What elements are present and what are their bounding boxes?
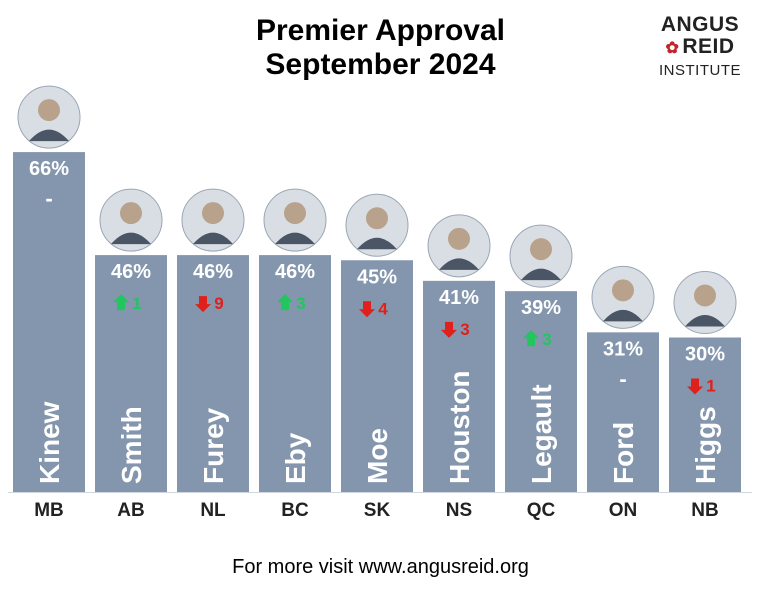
avatar-shoulders [275, 232, 315, 245]
change-label: 9 [214, 294, 223, 313]
value-label: 45% [357, 266, 397, 288]
arrow-down-icon [687, 378, 703, 395]
province-tick-label: NS [446, 500, 472, 521]
bar [587, 332, 659, 492]
avatar-head [38, 99, 60, 122]
maple-leaf-icon: ✿ [665, 40, 680, 57]
bars-layer: 66% - Kinew MB 46% 1 Smith AB 46% 9 Furey NL 46% 3 Eby… [8, 85, 752, 521]
value-label: 31% [603, 338, 643, 360]
value-label: 41% [439, 287, 479, 309]
logo-line1: ANGUS [660, 13, 740, 36]
avatar-head [284, 202, 306, 225]
chart-title-line1: Premier Approval [256, 14, 505, 47]
bar-group: 66% - Kinew MB [13, 85, 85, 521]
premier-name-label: Houston [444, 370, 475, 484]
arrow-down-icon [359, 301, 375, 318]
premier-name-label: Higgs [690, 406, 721, 484]
arrow-down-icon [195, 296, 211, 313]
bar-group: 30% 1 Higgs NB [669, 271, 741, 521]
change-label: 1 [132, 294, 141, 313]
province-tick-label: MB [34, 500, 64, 521]
province-tick-label: NL [200, 500, 226, 521]
bar-group: 46% 9 Furey NL [177, 188, 249, 521]
premier-name-label: Legault [526, 384, 557, 484]
change-label: 3 [460, 320, 469, 339]
bar [341, 260, 413, 492]
logo-line2: REID [682, 35, 735, 58]
value-label: 46% [111, 261, 151, 283]
bar [505, 291, 577, 492]
province-tick-label: ON [609, 500, 638, 521]
bar-group: 31% - Ford ON [587, 265, 659, 521]
avatar-shoulders [193, 232, 233, 245]
avatar-shoulders [29, 129, 69, 142]
value-label: 46% [193, 261, 233, 283]
bar-group: 41% 3 Houston NS [423, 214, 495, 521]
change-label: - [45, 186, 52, 211]
bar-group: 39% 3 Legault QC [505, 224, 577, 521]
avatar-shoulders [521, 268, 561, 281]
logo-line2-wrap: ✿ REID [646, 36, 754, 60]
bar [13, 152, 85, 492]
logo-line3: INSTITUTE [659, 62, 741, 79]
change-label: 3 [542, 330, 551, 349]
arrow-up-icon [113, 294, 129, 311]
angus-reid-logo: ANGUS ✿ REID INSTITUTE [646, 14, 754, 82]
chart-title: Premier Approval September 2024 [0, 14, 761, 82]
value-label: 66% [29, 158, 69, 180]
avatar-head [530, 238, 552, 261]
bar-group: 46% 1 Smith AB [95, 188, 167, 521]
chart-title-line2: September 2024 [265, 48, 496, 81]
avatar-shoulders [439, 258, 479, 270]
province-tick-label: SK [364, 500, 391, 521]
bar [423, 280, 495, 492]
arrow-down-icon [441, 321, 457, 338]
change-label: - [619, 366, 626, 391]
avatar-head [612, 279, 634, 302]
avatar-shoulders [357, 237, 397, 250]
avatar-shoulders [685, 315, 725, 327]
arrow-up-icon [523, 330, 539, 347]
avatar-head [202, 202, 224, 225]
avatar-shoulders [111, 232, 151, 245]
value-label: 39% [521, 297, 561, 319]
bar-group: 45% 4 Moe SK [341, 193, 413, 521]
premier-name-label: Ford [608, 422, 639, 484]
premier-name-label: Kinew [34, 401, 65, 484]
change-label: 4 [378, 299, 388, 318]
bar [259, 255, 331, 492]
value-label: 46% [275, 261, 315, 283]
change-label: 3 [296, 294, 305, 313]
avatar-head [120, 202, 142, 225]
province-tick-label: BC [281, 500, 309, 521]
province-tick-label: AB [117, 500, 144, 521]
province-tick-label: QC [527, 500, 556, 521]
avatar-shoulders [603, 309, 643, 322]
value-label: 30% [685, 344, 725, 366]
premier-name-label: Furey [198, 407, 229, 484]
avatar-head [694, 284, 716, 307]
change-label: 1 [706, 377, 715, 396]
premier-name-label: Eby [280, 432, 311, 484]
bar [95, 255, 167, 492]
premier-name-label: Moe [362, 428, 393, 484]
avatar-head [448, 227, 470, 250]
bar [177, 255, 249, 492]
arrow-up-icon [277, 294, 293, 311]
premier-name-label: Smith [116, 406, 147, 484]
bar-group: 46% 3 Eby BC [259, 188, 331, 521]
footer-link-text: For more visit www.angusreid.org [232, 556, 529, 578]
province-tick-label: NB [691, 500, 718, 521]
avatar-head [366, 207, 388, 230]
bar [669, 337, 741, 492]
